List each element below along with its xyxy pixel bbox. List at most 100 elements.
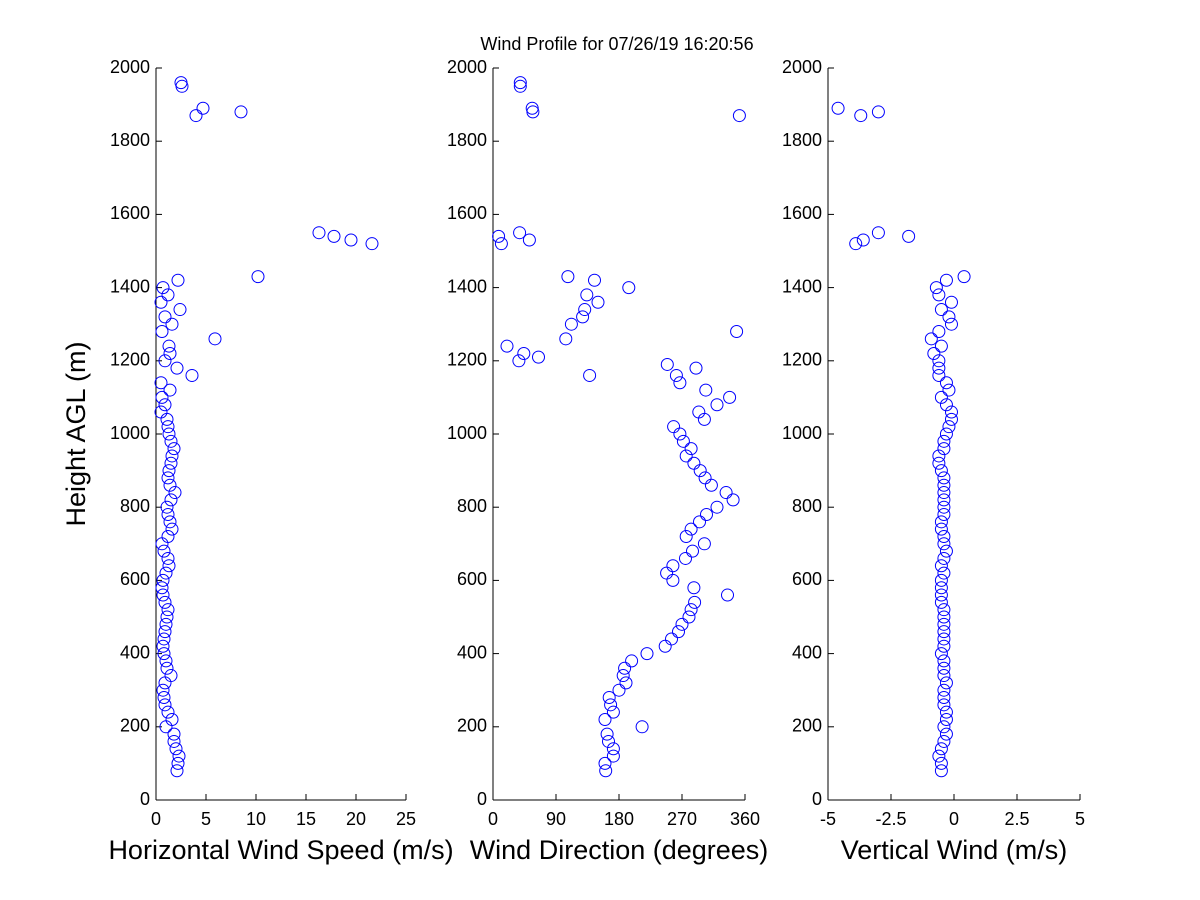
- point: [932, 749, 946, 763]
- point: [688, 595, 702, 609]
- point: [622, 281, 636, 295]
- point: [689, 361, 703, 375]
- point: [937, 529, 951, 543]
- point: [606, 749, 620, 763]
- point: [492, 229, 506, 243]
- point: [937, 734, 951, 748]
- point: [161, 420, 175, 434]
- x-axis-label: Vertical Wind (m/s): [841, 835, 1068, 865]
- point: [667, 420, 681, 434]
- point: [937, 683, 951, 697]
- point: [327, 229, 341, 243]
- y-tick-label: 600: [792, 569, 822, 589]
- y-tick-label: 1600: [447, 203, 487, 223]
- point: [161, 551, 175, 565]
- point: [365, 237, 379, 251]
- point: [157, 691, 171, 705]
- point: [937, 603, 951, 617]
- point: [500, 339, 514, 353]
- point: [640, 647, 654, 661]
- y-tick-label: 1000: [447, 423, 487, 443]
- point: [602, 691, 616, 705]
- point: [160, 661, 174, 675]
- point: [939, 712, 953, 726]
- point: [687, 456, 701, 470]
- point: [934, 595, 948, 609]
- point: [602, 734, 615, 748]
- point: [619, 676, 633, 690]
- y-tick-label: 1800: [110, 130, 150, 150]
- point: [934, 339, 948, 353]
- y-tick-label: 1800: [447, 130, 487, 150]
- y-tick-label: 0: [140, 789, 150, 809]
- point: [719, 486, 733, 500]
- point: [164, 493, 178, 507]
- point: [161, 705, 175, 719]
- point: [576, 310, 590, 324]
- point: [165, 712, 179, 726]
- point: [606, 705, 620, 719]
- point: [687, 581, 701, 595]
- point: [618, 661, 632, 675]
- point: [934, 742, 948, 756]
- point: [155, 325, 169, 339]
- point: [635, 720, 649, 734]
- point: [937, 493, 951, 507]
- point: [163, 515, 177, 529]
- point: [160, 610, 174, 624]
- chart-title: Wind Profile for 07/26/19 16:20:56: [480, 34, 753, 54]
- point: [730, 325, 744, 339]
- x-tick-label: 90: [546, 809, 566, 829]
- y-tick-label: 1000: [782, 423, 822, 443]
- point: [937, 434, 951, 448]
- point: [937, 478, 951, 492]
- x-axis-label: Wind Direction (degrees): [470, 835, 769, 865]
- point: [612, 683, 626, 697]
- x-tick-label: 5: [201, 809, 211, 829]
- x-tick-label: 25: [396, 809, 416, 829]
- point: [937, 471, 951, 485]
- point: [934, 515, 948, 529]
- point: [660, 357, 674, 371]
- y-tick-label: 1200: [447, 350, 487, 370]
- point: [932, 456, 946, 470]
- x-tick-label: 0: [151, 809, 161, 829]
- y-tick-label: 1200: [110, 350, 150, 370]
- point: [676, 434, 690, 448]
- point: [196, 101, 210, 115]
- point: [517, 346, 531, 360]
- point: [158, 354, 172, 368]
- point: [684, 603, 698, 617]
- point: [157, 544, 171, 558]
- point: [599, 764, 613, 778]
- point: [154, 376, 168, 390]
- y-tick-label: 2000: [110, 57, 150, 77]
- point: [165, 317, 179, 331]
- point: [934, 573, 948, 587]
- y-tick-label: 2000: [782, 57, 822, 77]
- x-tick-label: 0: [488, 809, 498, 829]
- point: [588, 273, 601, 287]
- point: [710, 500, 724, 514]
- point: [934, 764, 948, 778]
- point: [937, 508, 951, 522]
- point: [156, 639, 170, 653]
- point: [902, 229, 916, 243]
- point: [673, 376, 687, 390]
- y-tick-label: 2000: [447, 57, 487, 77]
- point: [675, 617, 689, 631]
- point: [856, 233, 870, 247]
- point: [172, 749, 186, 763]
- point: [173, 303, 187, 317]
- point: [155, 390, 169, 404]
- point: [932, 354, 946, 368]
- point: [679, 551, 692, 565]
- point: [942, 383, 956, 397]
- point: [871, 105, 885, 119]
- point: [939, 376, 953, 390]
- point: [934, 303, 948, 317]
- point: [164, 456, 178, 470]
- point: [159, 654, 173, 668]
- point: [344, 233, 358, 247]
- point: [171, 756, 185, 770]
